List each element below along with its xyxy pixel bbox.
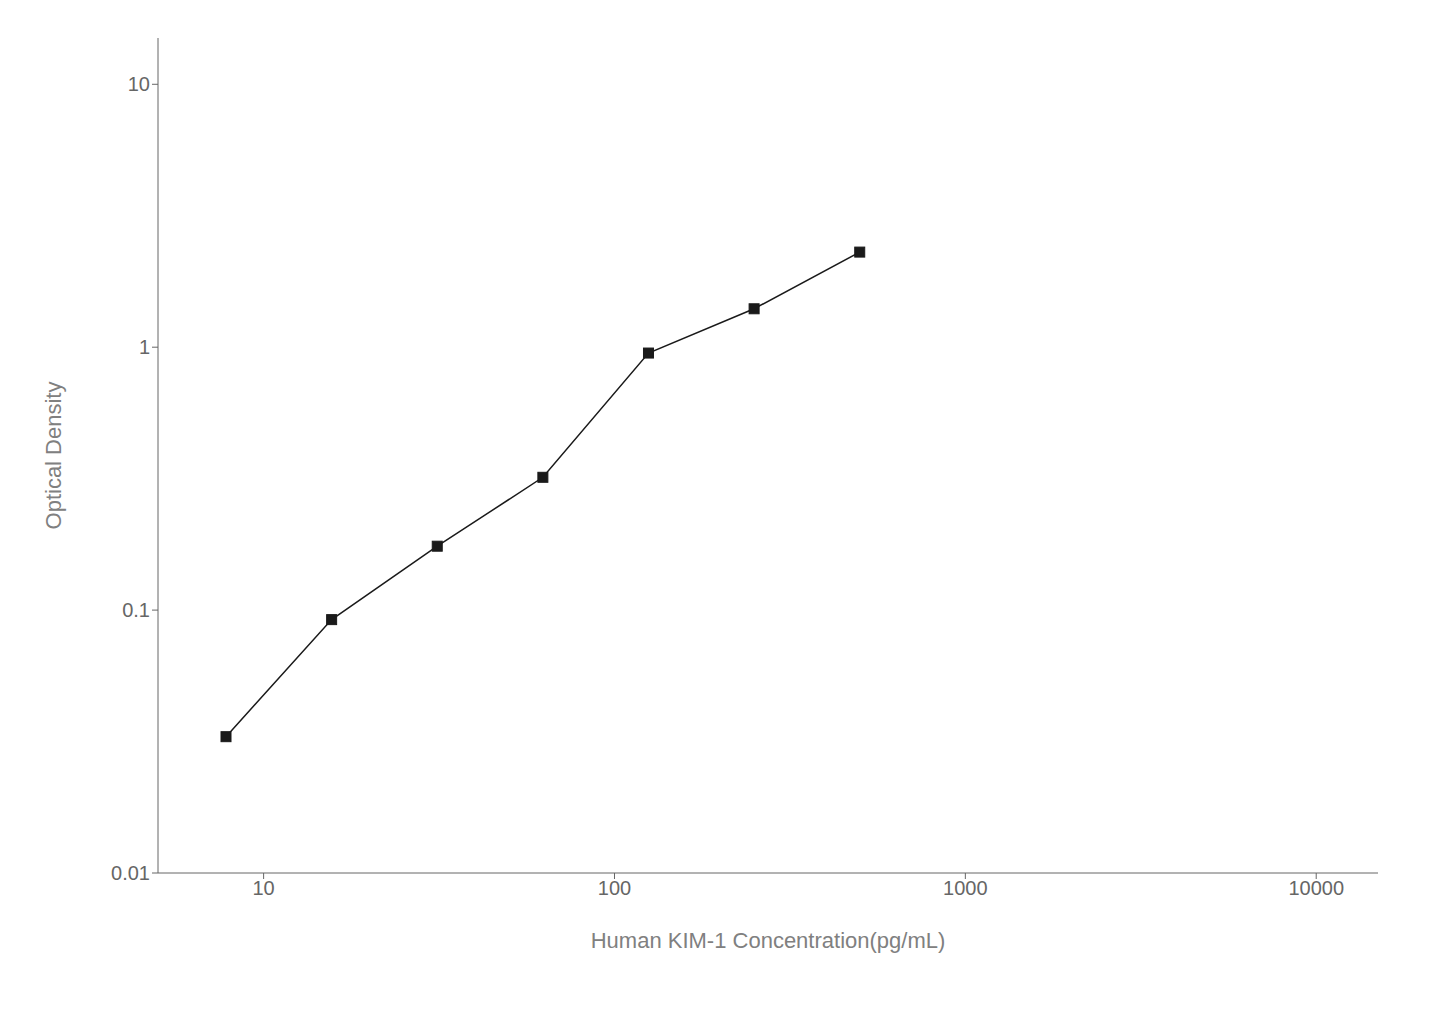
svg-text:Human KIM-1 Concentration(pg/m: Human KIM-1 Concentration(pg/mL) [591,928,946,953]
svg-text:10: 10 [252,877,274,899]
svg-text:Optical Density: Optical Density [41,382,66,530]
svg-text:10000: 10000 [1288,877,1344,899]
svg-text:0.01: 0.01 [111,862,150,884]
svg-text:10: 10 [128,73,150,95]
svg-text:0.1: 0.1 [122,599,150,621]
svg-text:1000: 1000 [943,877,988,899]
svg-text:100: 100 [598,877,631,899]
svg-text:1: 1 [139,336,150,358]
